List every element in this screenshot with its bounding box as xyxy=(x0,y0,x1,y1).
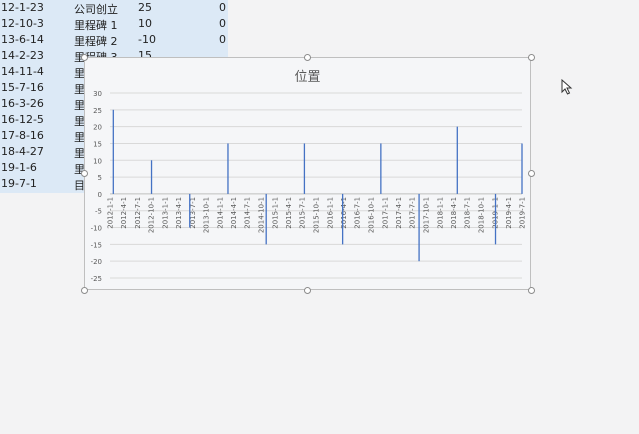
x-tick-label: 2015-1-1 xyxy=(271,197,279,229)
cell-date: 14-2-23 xyxy=(1,49,44,62)
chart-plot: 30 25 20 15 10 5 0 -5 -10 -15 -20 -25 2012-1-1 2012-4… xyxy=(91,90,527,283)
y-tick-label: 20 xyxy=(93,124,102,132)
x-tick-label: 2018-7-1 xyxy=(464,197,472,229)
table-row[interactable]: 19-7-1 目 xyxy=(0,176,228,193)
y-tick-label: 5 xyxy=(98,174,102,182)
x-tick-label: 2013-1-1 xyxy=(162,197,170,229)
resize-handle-bottom-right[interactable] xyxy=(528,287,535,294)
x-tick-label: 2013-4-1 xyxy=(175,197,183,229)
cell-value: 10 xyxy=(138,17,152,30)
y-tick-label: 0 xyxy=(98,191,102,199)
x-tick-label: 2013-7-1 xyxy=(189,197,197,229)
x-tick-label: 2016-7-1 xyxy=(354,197,362,229)
y-tick-label: -15 xyxy=(91,241,102,249)
x-tick-label: 2017-4-1 xyxy=(395,197,403,229)
x-tick-label: 2012-1-1 xyxy=(107,197,115,229)
x-tick-label: 2018-4-1 xyxy=(450,197,458,229)
resize-handle-top-right[interactable] xyxy=(528,54,535,61)
resize-handle-top-left[interactable] xyxy=(81,54,88,61)
cell-value: 25 xyxy=(138,1,152,14)
cell-date: 18-4-27 xyxy=(1,145,44,158)
mouse-pointer-icon xyxy=(561,79,573,95)
table-row[interactable]: 18-4-27 里 xyxy=(0,144,228,161)
cell-zero: 0 xyxy=(219,1,226,14)
table-row[interactable]: 17-8-16 里 xyxy=(0,128,228,145)
resize-handle-left[interactable] xyxy=(81,170,88,177)
x-tick-label: 2017-10-1 xyxy=(422,197,430,233)
cell-label: 公司创立 xyxy=(74,3,118,16)
cell-label: 里程碑 2 xyxy=(74,35,118,48)
x-tick-label: 2018-10-1 xyxy=(477,197,485,233)
x-tick-label: 2015-10-1 xyxy=(313,197,321,233)
cell-label: 里 xyxy=(74,131,85,144)
cell-date: 12-1-23 xyxy=(1,1,44,14)
x-tick-label: 2016-4-1 xyxy=(340,197,348,229)
x-tick-label: 2012-10-1 xyxy=(148,197,156,233)
cell-label: 目 xyxy=(74,179,85,192)
cell-date: 16-12-5 xyxy=(1,113,44,126)
y-tick-label: -25 xyxy=(91,275,102,283)
table-row[interactable]: 19-1-6 里 xyxy=(0,160,228,177)
y-tick-label: -20 xyxy=(91,258,102,266)
x-tick-label: 2017-1-1 xyxy=(381,197,389,229)
cell-date: 19-1-6 xyxy=(1,161,37,174)
x-tick-label: 2014-7-1 xyxy=(244,197,252,229)
table-row[interactable]: 16-3-26 里 xyxy=(0,96,228,113)
cell-label: 里 xyxy=(74,99,85,112)
x-tick-label: 2019-7-1 xyxy=(519,197,527,229)
x-tick-label: 2018-1-1 xyxy=(436,197,444,229)
cell-label: 里 xyxy=(74,147,85,160)
cell-label: 里 xyxy=(74,83,85,96)
x-tick-label: 2013-10-1 xyxy=(203,197,211,233)
cell-date: 13-6-14 xyxy=(1,33,44,46)
table-row[interactable]: 12-10-3 里程碑 1 10 0 xyxy=(0,16,228,33)
y-tick-label: 25 xyxy=(93,107,102,115)
x-tick-label: 2019-4-1 xyxy=(505,197,513,229)
y-tick-label: 30 xyxy=(93,90,102,98)
cell-date: 12-10-3 xyxy=(1,17,44,30)
resize-handle-bottom-left[interactable] xyxy=(81,287,88,294)
cell-label: 里 xyxy=(74,67,85,80)
x-tick-label: 2015-4-1 xyxy=(285,197,293,229)
resize-handle-bottom[interactable] xyxy=(304,287,311,294)
table-row[interactable]: 16-12-5 里 xyxy=(0,112,228,129)
cell-date: 17-8-16 xyxy=(1,129,44,142)
table-row[interactable]: 15-7-16 里 xyxy=(0,80,228,97)
chart-object[interactable]: 位置 30 25 20 15 10 5 0 -5 -10 -15 -20 -25 2012-1-1 201… xyxy=(84,57,531,290)
x-tick-label: 2015-7-1 xyxy=(299,197,307,229)
x-tick-label: 2016-10-1 xyxy=(368,197,376,233)
cell-date: 16-3-26 xyxy=(1,97,44,110)
table-row[interactable]: 12-1-23 公司创立 25 0 xyxy=(0,0,228,17)
y-tick-label: 15 xyxy=(93,140,102,148)
cell-date: 15-7-16 xyxy=(1,81,44,94)
cell-date: 19-7-1 xyxy=(1,177,37,190)
y-tick-label: -5 xyxy=(95,208,102,216)
cell-zero: 0 xyxy=(219,33,226,46)
x-tick-label: 2016-1-1 xyxy=(326,197,334,229)
resize-handle-right[interactable] xyxy=(528,170,535,177)
x-tick-label: 2014-10-1 xyxy=(258,197,266,233)
x-tick-label: 2014-4-1 xyxy=(230,197,238,229)
y-tick-label: -10 xyxy=(91,225,102,233)
y-tick-label: 10 xyxy=(93,157,102,165)
cell-date: 14-11-4 xyxy=(1,65,44,78)
cell-label: 里程碑 1 xyxy=(74,19,118,32)
x-tick-label: 2017-7-1 xyxy=(409,197,417,229)
x-tick-label: 2014-1-1 xyxy=(216,197,224,229)
cell-label: 里 xyxy=(74,163,85,176)
table-row[interactable]: 13-6-14 里程碑 2 -10 0 xyxy=(0,32,228,49)
resize-handle-top[interactable] xyxy=(304,54,311,61)
x-tick-label: 2012-4-1 xyxy=(120,197,128,229)
cell-zero: 0 xyxy=(219,17,226,30)
table-row[interactable]: 14-11-4 里 xyxy=(0,64,228,81)
x-tick-label: 2012-7-1 xyxy=(134,197,142,229)
chart-title: 位置 xyxy=(294,70,321,85)
cell-label: 里 xyxy=(74,115,85,128)
cell-value: -10 xyxy=(138,33,156,46)
